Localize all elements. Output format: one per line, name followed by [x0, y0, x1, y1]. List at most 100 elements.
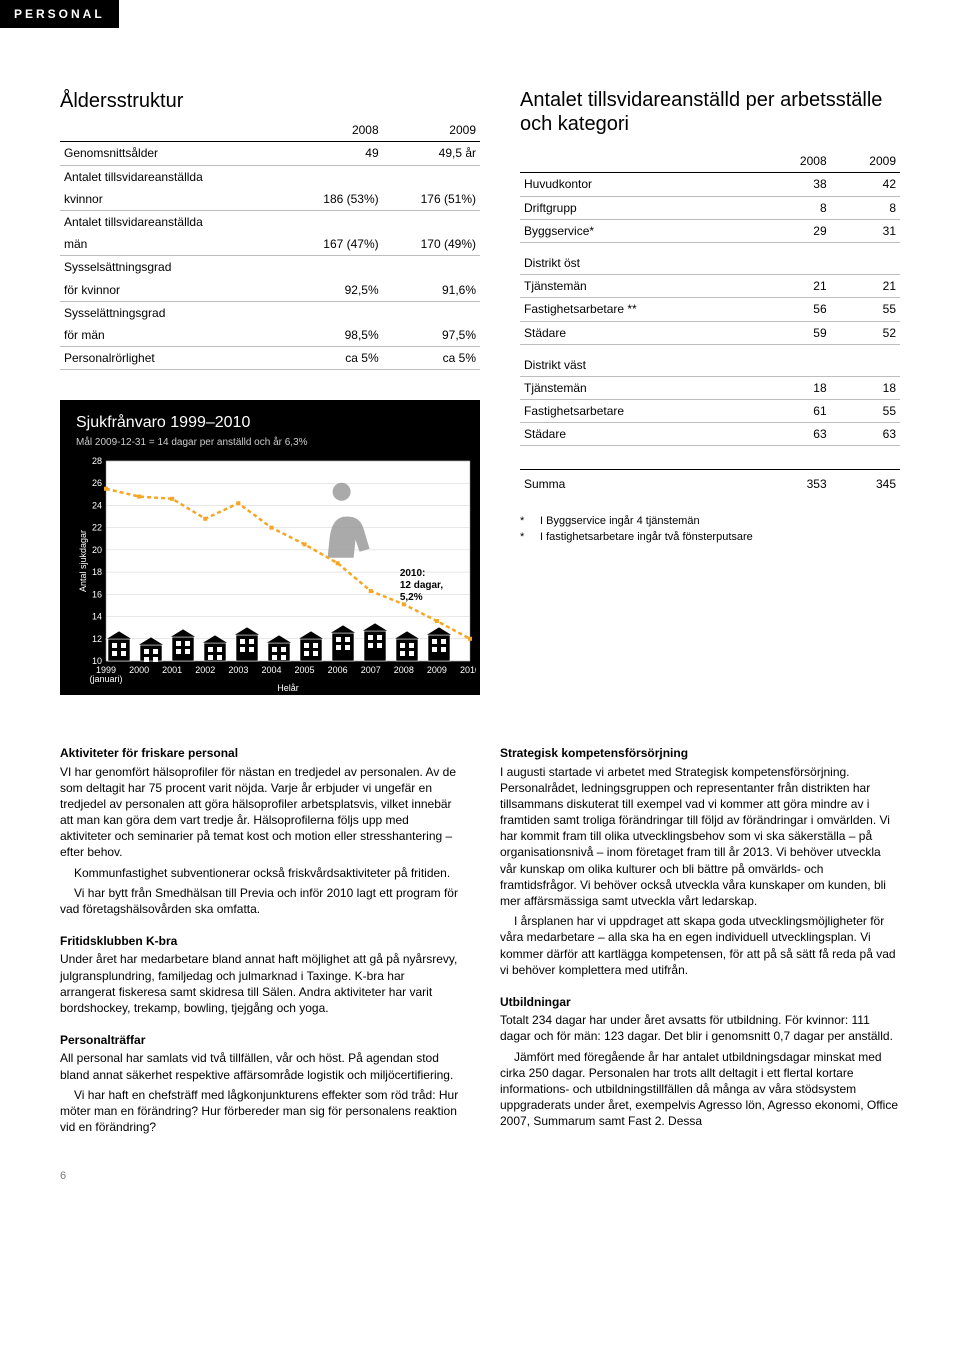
chart-container: Sjukfrånvaro 1999–2010 Mål 2009-12-31 = … [60, 400, 480, 695]
table-cell: Huvudkontor [520, 173, 761, 196]
svg-text:2004: 2004 [261, 665, 281, 675]
table-cell: 98,5% [285, 324, 382, 347]
table-cell: Städare [520, 423, 761, 446]
table-cell: 8 [831, 196, 900, 219]
body-para: Totalt 234 dagar har under året avsatts … [500, 1012, 900, 1044]
table-cell: 18 [831, 376, 900, 399]
table-cell: 55 [831, 298, 900, 321]
table-cell: 21 [831, 275, 900, 298]
svg-text:2009: 2009 [427, 665, 447, 675]
table-cell [285, 210, 382, 233]
table-cell: Driftgrupp [520, 196, 761, 219]
body-heading: Utbildningar [500, 994, 900, 1010]
table-cell [383, 256, 480, 279]
table-cell: män [60, 233, 285, 256]
body-heading: Aktiviteter för friskare personal [60, 745, 460, 761]
th [60, 119, 285, 142]
svg-text:Antal sjukdagar: Antal sjukdagar [78, 530, 88, 592]
svg-text:24: 24 [92, 501, 102, 511]
body-heading: Personalträffar [60, 1032, 460, 1048]
table-cell: Byggservice* [520, 219, 761, 242]
table-cell [285, 256, 382, 279]
col-right: Antalet tillsvidareanställd per arbetsst… [520, 88, 900, 695]
table-cell: 97,5% [383, 324, 480, 347]
table-right: 2008 2009 Huvudkontor3842Driftgrupp88Byg… [520, 150, 900, 495]
svg-text:20: 20 [92, 545, 102, 555]
footnote-text: I Byggservice ingår 4 tjänstemän [540, 513, 700, 530]
svg-text:14: 14 [92, 612, 102, 622]
table-cell: för kvinnor [60, 279, 285, 302]
table-cell: Sysselättningsgrad [60, 301, 285, 324]
table-cell: ca 5% [285, 347, 382, 370]
table-cell: 18 [761, 376, 830, 399]
svg-text:(januari): (januari) [89, 674, 122, 684]
table-subhead: Distrikt öst [520, 242, 900, 274]
table-cell: Personalrörlighet [60, 347, 285, 370]
th: 2009 [831, 150, 900, 173]
table-cell: 55 [831, 400, 900, 423]
body-para: Kommunfastighet subventionerar också fri… [60, 865, 460, 881]
body-para: Under året har medarbetare bland annat h… [60, 951, 460, 1016]
table-cell: 63 [831, 423, 900, 446]
table-cell: 167 (47%) [285, 233, 382, 256]
table-cell: 345 [831, 469, 900, 495]
table-left: 2008 2009 Genomsnittsålder4949,5 årAntal… [60, 119, 480, 370]
table-cell: Tjänstemän [520, 376, 761, 399]
table-cell: Genomsnittsålder [60, 142, 285, 165]
chart-subtitle: Mål 2009-12-31 = 14 dagar per anställd o… [76, 436, 464, 450]
svg-text:2005: 2005 [295, 665, 315, 675]
table-cell: 92,5% [285, 279, 382, 302]
body-heading: Fritidsklubben K-bra [60, 933, 460, 949]
body-para: Vi har haft en chefsträff med lågkonjunk… [60, 1087, 460, 1136]
table-cell [383, 301, 480, 324]
chart-title: Sjukfrånvaro 1999–2010 [76, 412, 464, 434]
top-grid: Åldersstruktur 2008 2009 Genomsnittsålde… [60, 88, 900, 695]
table-cell: 186 (53%) [285, 188, 382, 211]
body-columns: Aktiviteter för friskare personal VI har… [60, 745, 900, 1139]
table-cell: 52 [831, 321, 900, 344]
table-cell: Tjänstemän [520, 275, 761, 298]
table-cell: 61 [761, 400, 830, 423]
body-para: I årsplanen har vi uppdraget att skapa g… [500, 913, 900, 978]
page-number: 6 [60, 1169, 900, 1184]
svg-text:2001: 2001 [162, 665, 182, 675]
body-para: All personal har samlats vid två tillfäl… [60, 1050, 460, 1082]
table-cell: Sysselsättningsgrad [60, 256, 285, 279]
table-cell: 56 [761, 298, 830, 321]
svg-text:28: 28 [92, 456, 102, 466]
table-subhead: Distrikt väst [520, 344, 900, 376]
body-left: Aktiviteter för friskare personal VI har… [60, 745, 460, 1139]
table-cell: 21 [761, 275, 830, 298]
col-left: Åldersstruktur 2008 2009 Genomsnittsålde… [60, 88, 480, 695]
svg-text:2010: 2010 [460, 665, 476, 675]
table-cell: 29 [761, 219, 830, 242]
svg-text:18: 18 [92, 567, 102, 577]
table-cell [285, 301, 382, 324]
chart-area: 101214161820222426281999(januari)2000200… [76, 453, 476, 693]
table-cell: 42 [831, 173, 900, 196]
svg-text:2002: 2002 [195, 665, 215, 675]
table-cell: 63 [761, 423, 830, 446]
svg-text:12: 12 [92, 634, 102, 644]
svg-text:22: 22 [92, 523, 102, 533]
table-cell: för män [60, 324, 285, 347]
table-cell: 38 [761, 173, 830, 196]
table-cell [383, 165, 480, 188]
svg-text:2003: 2003 [228, 665, 248, 675]
table-cell: 353 [761, 469, 830, 495]
svg-text:2006: 2006 [328, 665, 348, 675]
asterisk-icon: * [520, 529, 532, 546]
table-cell: 170 (49%) [383, 233, 480, 256]
th: 2008 [285, 119, 382, 142]
table-cell [285, 165, 382, 188]
table-left-title: Åldersstruktur [60, 88, 480, 115]
svg-text:Helår: Helår [277, 683, 299, 693]
body-para: VI har genomfört hälsoprofiler för nästa… [60, 764, 460, 861]
table-cell: 49 [285, 142, 382, 165]
table-cell: 31 [831, 219, 900, 242]
section-tag: PERSONAL [0, 0, 119, 28]
svg-text:16: 16 [92, 590, 102, 600]
footnotes: *I Byggservice ingår 4 tjänstemän *I fas… [520, 513, 900, 546]
th [520, 150, 761, 173]
table-cell: Antalet tillsvidareanställda [60, 165, 285, 188]
